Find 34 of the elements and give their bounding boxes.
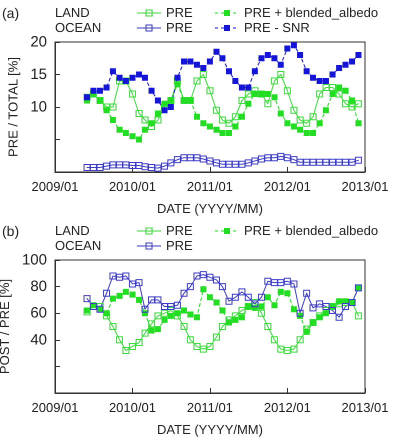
- y-axis-title: POST / PRE [%]: [0, 278, 12, 374]
- text: LAND: [55, 5, 90, 20]
- y-tick-label: 100: [22, 252, 47, 268]
- x-tick-label: 2009/01: [32, 179, 78, 194]
- legend-label: PRE: [166, 238, 194, 253]
- x-tick-label: 2011/01: [186, 400, 233, 415]
- x-axis-title: DATE (YYYY/MM): [157, 422, 263, 437]
- y-tick-label: 15: [30, 66, 47, 83]
- y-tick-label: 20: [30, 34, 47, 50]
- x-tick-label: 2010/01: [108, 179, 156, 194]
- legend-label: PRE: [166, 223, 194, 238]
- y-tick-label: 60: [30, 304, 47, 322]
- x-tick-label: 2010/01: [108, 400, 156, 415]
- x-tick-label: 2011/01: [186, 179, 233, 194]
- chart-title: (b): [2, 223, 20, 239]
- y-axis-title: PRE / TOTAL [%]: [5, 57, 20, 157]
- x-tick-label: 2012/01: [264, 400, 311, 415]
- y-tick-label: 40: [30, 331, 47, 348]
- text: LAND: [55, 223, 90, 238]
- legend-label: PRE - SNR: [244, 20, 310, 35]
- y-tick-label: 80: [30, 278, 47, 296]
- chart-title: (a): [2, 5, 20, 21]
- legend-label: PRE + blended_albedo: [244, 5, 378, 20]
- text: OCEAN: [55, 238, 102, 253]
- legend-label: PRE: [166, 20, 194, 35]
- text: OCEAN: [55, 20, 102, 35]
- x-tick-label: 2013/01: [342, 400, 388, 415]
- x-tick-label: 2009/01: [32, 400, 78, 415]
- x-axis-title: DATE (YYYY/MM): [157, 201, 263, 216]
- legend-label: PRE + blended_albedo: [244, 223, 378, 238]
- x-tick-label: 2012/01: [264, 179, 311, 194]
- y-tick-label: 10: [30, 98, 47, 116]
- x-tick-label: 2013/01: [342, 179, 388, 194]
- legend-label: PRE: [166, 5, 194, 20]
